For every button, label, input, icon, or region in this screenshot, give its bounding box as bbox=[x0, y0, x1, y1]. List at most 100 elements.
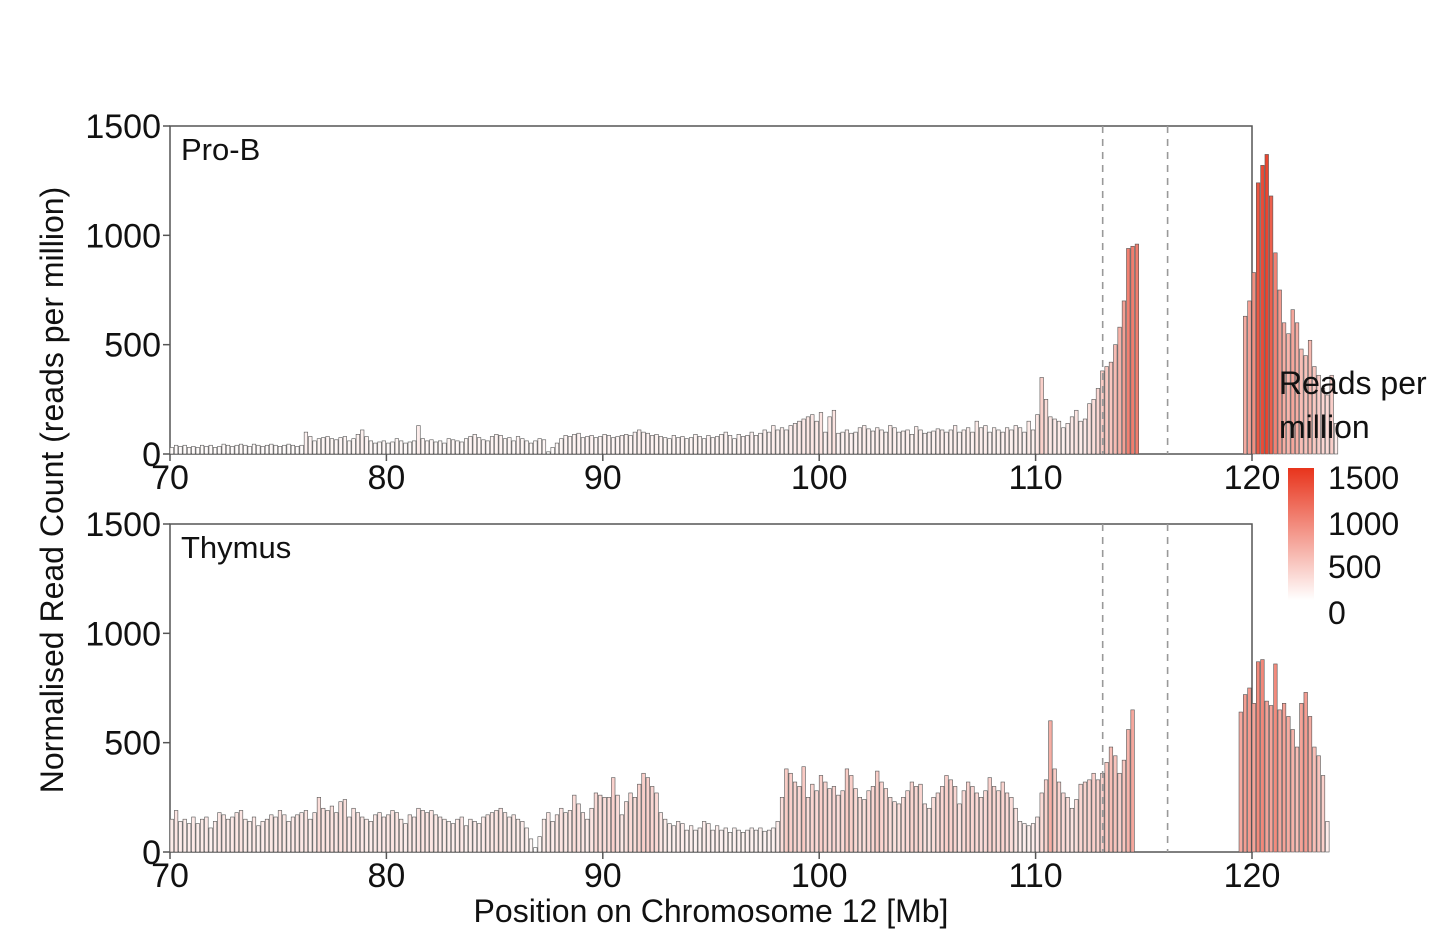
bar bbox=[494, 810, 499, 853]
bar bbox=[537, 836, 542, 853]
bar bbox=[394, 812, 399, 853]
bar bbox=[857, 797, 863, 853]
bar bbox=[992, 427, 997, 455]
bar bbox=[935, 792, 940, 853]
bar bbox=[451, 439, 456, 455]
bar bbox=[429, 810, 434, 853]
bar bbox=[632, 797, 637, 853]
bar bbox=[1074, 409, 1079, 455]
x-axis-title: Position on Chromosome 12 [Mb] bbox=[474, 893, 949, 929]
legend-label-1000: 1000 bbox=[1328, 506, 1399, 542]
bar bbox=[325, 436, 330, 455]
bar bbox=[606, 435, 611, 455]
bar bbox=[987, 431, 992, 455]
bar bbox=[1004, 427, 1010, 455]
bar bbox=[983, 425, 988, 455]
bar bbox=[715, 436, 720, 455]
bar bbox=[914, 426, 919, 455]
bar bbox=[1108, 361, 1114, 455]
bar bbox=[269, 443, 274, 455]
bar bbox=[775, 821, 780, 853]
bar bbox=[528, 838, 534, 853]
bar bbox=[282, 444, 287, 455]
bar bbox=[1294, 746, 1300, 853]
bar bbox=[637, 783, 642, 853]
bar bbox=[178, 821, 183, 853]
bar bbox=[286, 821, 291, 853]
bar bbox=[1026, 825, 1031, 853]
bar bbox=[970, 431, 975, 455]
bar bbox=[425, 812, 430, 853]
bar bbox=[1316, 374, 1321, 455]
legend-label-1500: 1500 bbox=[1328, 460, 1399, 496]
bar bbox=[347, 440, 352, 455]
bar bbox=[641, 772, 646, 853]
bar bbox=[1043, 399, 1049, 455]
bar bbox=[316, 438, 321, 455]
bar bbox=[1130, 709, 1135, 853]
bar bbox=[472, 821, 477, 853]
bar bbox=[1056, 420, 1062, 455]
bar bbox=[805, 797, 811, 853]
legend-colorbar bbox=[1288, 468, 1314, 600]
color-legend: Reads per million 1500 1000 500 0 bbox=[1279, 365, 1427, 631]
bar bbox=[1286, 333, 1291, 455]
bar bbox=[1325, 394, 1330, 455]
bar bbox=[1303, 355, 1308, 455]
bar bbox=[624, 801, 629, 853]
bar bbox=[212, 821, 218, 853]
bar bbox=[957, 431, 962, 455]
bar bbox=[979, 427, 984, 455]
bar bbox=[230, 816, 235, 853]
bar bbox=[1134, 243, 1139, 455]
bar bbox=[957, 803, 962, 853]
bar bbox=[1307, 339, 1313, 455]
bar bbox=[377, 812, 382, 853]
bar bbox=[905, 790, 910, 853]
bar bbox=[758, 827, 763, 853]
bar bbox=[1325, 821, 1330, 853]
bar bbox=[1260, 165, 1265, 455]
bar bbox=[455, 440, 460, 455]
legend-title-line-1: Reads per bbox=[1279, 365, 1427, 401]
bar bbox=[290, 816, 296, 853]
bar bbox=[187, 823, 192, 853]
bar bbox=[260, 446, 265, 455]
bar bbox=[221, 814, 226, 853]
legend-title-line-2: million bbox=[1279, 409, 1370, 445]
bar bbox=[368, 440, 373, 455]
bar bbox=[1039, 792, 1044, 853]
bar bbox=[386, 442, 391, 455]
bar bbox=[637, 429, 642, 455]
bar bbox=[792, 423, 798, 455]
bar bbox=[715, 825, 720, 853]
bar bbox=[377, 441, 382, 455]
bar bbox=[416, 807, 421, 853]
bar bbox=[593, 437, 598, 455]
bar bbox=[459, 816, 464, 853]
bar bbox=[580, 437, 586, 455]
bar bbox=[970, 786, 975, 853]
bar bbox=[1000, 431, 1005, 455]
bar bbox=[247, 446, 252, 455]
bar bbox=[277, 810, 283, 853]
bar bbox=[974, 792, 979, 853]
bar bbox=[927, 431, 932, 455]
bar bbox=[1269, 195, 1274, 455]
bar bbox=[550, 821, 555, 853]
bar bbox=[550, 447, 555, 455]
bar bbox=[230, 446, 235, 455]
bar bbox=[974, 420, 979, 455]
bar bbox=[805, 416, 811, 455]
bar bbox=[481, 439, 486, 455]
bar bbox=[208, 444, 213, 455]
bar bbox=[1113, 755, 1118, 853]
bar bbox=[758, 432, 763, 455]
bar bbox=[888, 425, 893, 455]
bar bbox=[572, 434, 577, 455]
bar bbox=[836, 794, 841, 853]
legend-label-0: 0 bbox=[1328, 595, 1346, 631]
panel-pro-b-y-axis: 0 500 1000 1500 bbox=[85, 108, 170, 474]
bar bbox=[585, 818, 590, 853]
